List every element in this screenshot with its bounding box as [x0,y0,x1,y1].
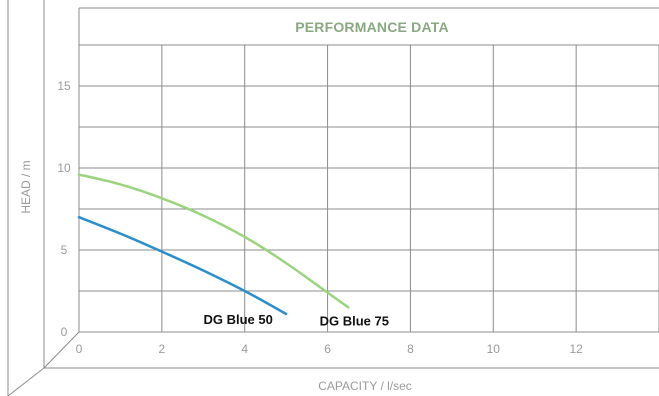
y-tick-label: 10 [57,161,71,175]
frame-outer-diagonal [7,367,45,396]
series-line-2 [77,173,350,309]
grid-lines [78,8,659,333]
x-tick-label: 4 [241,342,248,356]
series-label-2: DG Blue 75 [320,313,389,328]
chart-title: PERFORMANCE DATA [295,19,449,35]
x-tick-label: 10 [487,342,501,356]
y-tick-label: 0 [61,325,68,339]
x-tick-label: 2 [159,342,166,356]
y-tick-label: 15 [57,79,71,93]
series-lines [77,173,350,316]
x-axis-label: CAPACITY / l/sec [318,379,412,393]
x-tick-label: 12 [569,342,583,356]
frame-diagonal-corner [43,331,80,369]
x-tick-label: 0 [76,342,83,356]
tick-labels: 0 2 4 6 8 10 12 0 5 10 15 [57,79,583,356]
y-tick-label: 5 [61,243,68,257]
series-label-1: DG Blue 50 [203,312,272,327]
series-labels: DG Blue 50 DG Blue 75 [203,312,389,328]
x-tick-label: 6 [324,342,331,356]
y-axis-label: HEAD / m [19,160,33,213]
series-line-1 [77,215,288,316]
x-tick-label: 8 [407,342,414,356]
